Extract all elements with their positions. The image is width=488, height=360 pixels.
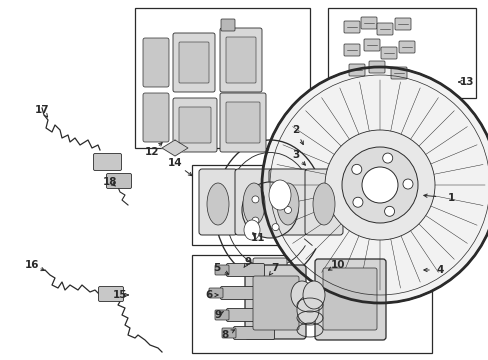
Text: 10: 10: [330, 260, 345, 270]
FancyBboxPatch shape: [220, 93, 265, 152]
FancyBboxPatch shape: [199, 169, 237, 235]
FancyBboxPatch shape: [226, 264, 264, 276]
Circle shape: [284, 207, 291, 213]
FancyBboxPatch shape: [93, 153, 121, 171]
FancyBboxPatch shape: [363, 39, 379, 51]
FancyBboxPatch shape: [323, 268, 376, 330]
Text: 5: 5: [213, 263, 220, 273]
Ellipse shape: [206, 183, 228, 225]
Ellipse shape: [296, 296, 318, 324]
Circle shape: [325, 130, 434, 240]
FancyBboxPatch shape: [252, 258, 286, 284]
FancyBboxPatch shape: [179, 42, 208, 83]
FancyBboxPatch shape: [179, 107, 210, 143]
FancyBboxPatch shape: [173, 33, 215, 92]
FancyBboxPatch shape: [252, 276, 298, 330]
FancyBboxPatch shape: [221, 19, 235, 31]
Text: 7: 7: [271, 263, 278, 273]
FancyBboxPatch shape: [314, 259, 385, 340]
Circle shape: [384, 206, 394, 216]
FancyBboxPatch shape: [215, 265, 228, 275]
Bar: [192, 255, 431, 353]
Text: 18: 18: [102, 177, 117, 187]
FancyBboxPatch shape: [142, 38, 169, 87]
Circle shape: [271, 224, 279, 231]
FancyBboxPatch shape: [268, 169, 306, 235]
FancyBboxPatch shape: [220, 287, 263, 300]
Text: 1: 1: [447, 193, 454, 203]
Text: 15: 15: [113, 290, 127, 300]
Text: 3: 3: [292, 150, 299, 160]
FancyBboxPatch shape: [380, 47, 396, 59]
FancyBboxPatch shape: [142, 93, 169, 142]
Circle shape: [251, 196, 259, 203]
Circle shape: [251, 217, 259, 224]
Bar: [135, 8, 309, 148]
Circle shape: [402, 179, 412, 189]
Text: 11: 11: [250, 233, 264, 243]
Bar: [327, 8, 475, 98]
FancyBboxPatch shape: [233, 327, 274, 339]
Circle shape: [262, 67, 488, 303]
FancyBboxPatch shape: [394, 18, 410, 30]
Text: 17: 17: [35, 105, 49, 115]
Text: 8: 8: [221, 330, 228, 340]
Circle shape: [242, 182, 297, 238]
Text: 12: 12: [144, 147, 159, 157]
Ellipse shape: [276, 183, 298, 225]
Circle shape: [351, 165, 361, 174]
Circle shape: [382, 153, 392, 163]
Ellipse shape: [303, 281, 325, 309]
Text: 4: 4: [435, 265, 443, 275]
Circle shape: [352, 197, 362, 207]
Text: 9: 9: [244, 257, 251, 267]
Bar: [192, 165, 356, 245]
FancyBboxPatch shape: [220, 28, 262, 92]
Text: 2: 2: [292, 125, 299, 135]
Ellipse shape: [268, 180, 290, 210]
Text: 13: 13: [459, 77, 473, 87]
Text: 9: 9: [214, 310, 221, 320]
FancyBboxPatch shape: [98, 287, 123, 302]
FancyBboxPatch shape: [208, 288, 223, 298]
FancyBboxPatch shape: [343, 21, 359, 33]
FancyBboxPatch shape: [225, 102, 260, 143]
Text: 14: 14: [167, 158, 182, 168]
FancyBboxPatch shape: [305, 169, 342, 235]
Circle shape: [361, 167, 397, 203]
Text: 6: 6: [205, 290, 212, 300]
Ellipse shape: [244, 220, 260, 240]
FancyBboxPatch shape: [173, 98, 217, 152]
FancyBboxPatch shape: [368, 61, 384, 73]
Circle shape: [271, 189, 279, 197]
FancyBboxPatch shape: [360, 17, 376, 29]
FancyBboxPatch shape: [235, 169, 272, 235]
FancyBboxPatch shape: [343, 44, 359, 56]
FancyBboxPatch shape: [225, 37, 256, 83]
Text: 16: 16: [25, 260, 39, 270]
FancyBboxPatch shape: [106, 174, 131, 189]
Ellipse shape: [312, 183, 334, 225]
FancyBboxPatch shape: [244, 265, 305, 339]
Ellipse shape: [243, 183, 264, 225]
FancyBboxPatch shape: [390, 67, 406, 79]
FancyBboxPatch shape: [376, 23, 392, 35]
FancyBboxPatch shape: [398, 41, 414, 53]
Ellipse shape: [290, 281, 312, 309]
FancyBboxPatch shape: [226, 309, 264, 321]
Circle shape: [341, 147, 417, 223]
Polygon shape: [162, 140, 187, 156]
FancyBboxPatch shape: [222, 328, 236, 338]
FancyBboxPatch shape: [215, 310, 228, 320]
FancyBboxPatch shape: [348, 64, 364, 76]
